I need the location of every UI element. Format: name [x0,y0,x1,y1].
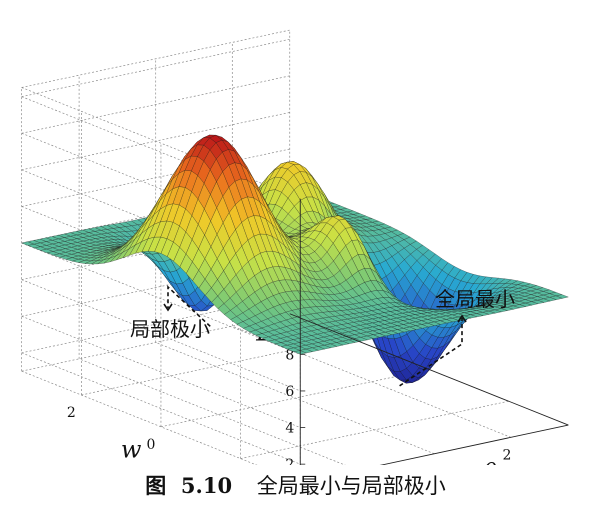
annotation-local-min: 局部极小 [130,317,210,341]
z-tick-label: 6 [285,384,294,400]
grid-line [240,400,509,459]
axes-box-front [289,198,569,465]
w-axis-label: w [121,436,142,464]
w-tick-label: 0 [146,437,155,453]
caption-number: 5.10 [180,473,233,498]
caption-text: 全局最小与局部极小 [256,474,446,498]
caption-prefix: 图 [145,474,167,498]
surface-mesh [21,134,569,384]
theta-axis-label: θ [483,458,498,465]
box-edge [21,29,290,88]
annotation-arrowhead [163,303,173,312]
grid-line [160,369,430,428]
theta-tick-label: 0 [426,464,435,465]
annotations: 局部极小 全局最小 [130,285,515,387]
w-tick-label: 2 [67,405,76,421]
theta-tick-label: 2 [502,447,511,463]
annotation-global-min: 全局最小 [435,287,515,311]
annotation-arrow [399,318,463,387]
annotation-arrow [167,285,211,327]
annotation-arrowhead [457,314,467,323]
z-tick-label: 2 [285,457,294,465]
z-tick-label: 4 [285,421,294,437]
figure-caption: 图 5.10 全局最小与局部极小 [0,470,591,500]
box-edge [289,313,569,426]
grid-line [21,38,290,97]
box-edge [379,424,569,465]
z-tick-label: 8 [285,347,294,363]
